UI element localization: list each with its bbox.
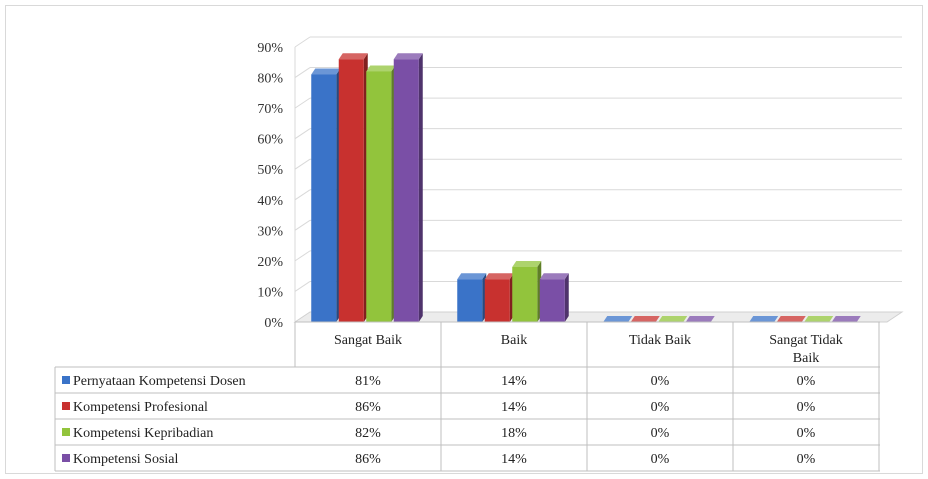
bar [603,316,633,322]
table-row: Kompetensi Kepribadian 82% 18% 0% 0% [62,426,816,441]
y-tick-label: 0% [264,316,283,331]
data-label: 0% [797,374,816,389]
bar [457,273,487,322]
y-tick-label: 50% [257,163,283,178]
data-label: 0% [797,400,816,415]
x-tick-label: Sangat Baik [334,333,402,348]
bar [338,53,368,322]
y-tick-label: 90% [257,41,283,56]
data-label: 86% [355,452,381,467]
gridline-side [294,158,311,170]
bar [366,65,396,322]
x-tick-label: Baik [501,333,527,348]
legend-label: Kompetensi Profesional [73,400,208,415]
data-label: 0% [651,452,670,467]
y-tick-label: 70% [257,102,283,117]
bar [512,261,542,322]
y-tick-label: 40% [257,194,283,209]
gridline-side [294,97,311,109]
y-tick-label: 80% [257,72,283,87]
gridline-side [294,219,311,231]
bars [311,53,861,322]
gridline-side [294,189,311,201]
bar [804,316,834,322]
bar [311,68,341,322]
bar [776,316,806,322]
bar [685,316,715,322]
bar [831,316,861,322]
x-tick-label: Tidak Baik [629,333,691,348]
table-row: Pernyataan Kompetensi Dosen 81% 14% 0% 0% [62,374,816,389]
bar [539,273,569,322]
data-label: 0% [651,374,670,389]
bar [393,53,423,322]
legend-label: Kompetensi Sosial [73,452,178,467]
data-label: 0% [797,426,816,441]
bar [658,316,688,322]
y-tick-label: 20% [257,255,283,270]
legend-swatch [62,454,70,462]
legend-label: Kompetensi Kepribadian [73,426,213,441]
x-tick-label: Sangat Tidak Baik [769,333,843,366]
data-label: 14% [501,374,527,389]
bar [630,316,660,322]
data-label: 0% [797,452,816,467]
chart-frame [5,5,923,474]
y-tick-label: 10% [257,285,283,300]
legend-swatch [62,376,70,384]
gridline-side [294,128,311,140]
legend-swatch [62,428,70,436]
gridline-side [294,250,311,262]
data-table: Sangat Baik Baik Tidak Baik Sangat Tidak Bai… [54,321,880,472]
data-label: 0% [651,400,670,415]
data-label: 18% [501,426,527,441]
bar [484,273,514,322]
legend-label: Pernyataan Kompetensi Dosen [73,374,246,389]
table-row: Kompetensi Sosial 86% 14% 0% 0% [62,452,816,467]
data-label: 14% [501,452,527,467]
data-label: 14% [501,400,527,415]
gridline-side [294,67,311,78]
y-axis: 0% 10% 20% 30% 40% 50% 60% 70% 80% 90% [257,41,296,331]
legend-swatch [62,402,70,410]
y-tick-label: 30% [257,224,283,239]
data-label: 0% [651,426,670,441]
data-label: 82% [355,426,381,441]
table-row: Kompetensi Profesional 86% 14% 0% 0% [62,400,816,415]
data-label: 86% [355,400,381,415]
gridline-side [294,36,311,48]
bar [749,316,779,322]
y-tick-label: 60% [257,133,283,148]
data-label: 81% [355,374,381,389]
gridline-side [294,281,311,292]
